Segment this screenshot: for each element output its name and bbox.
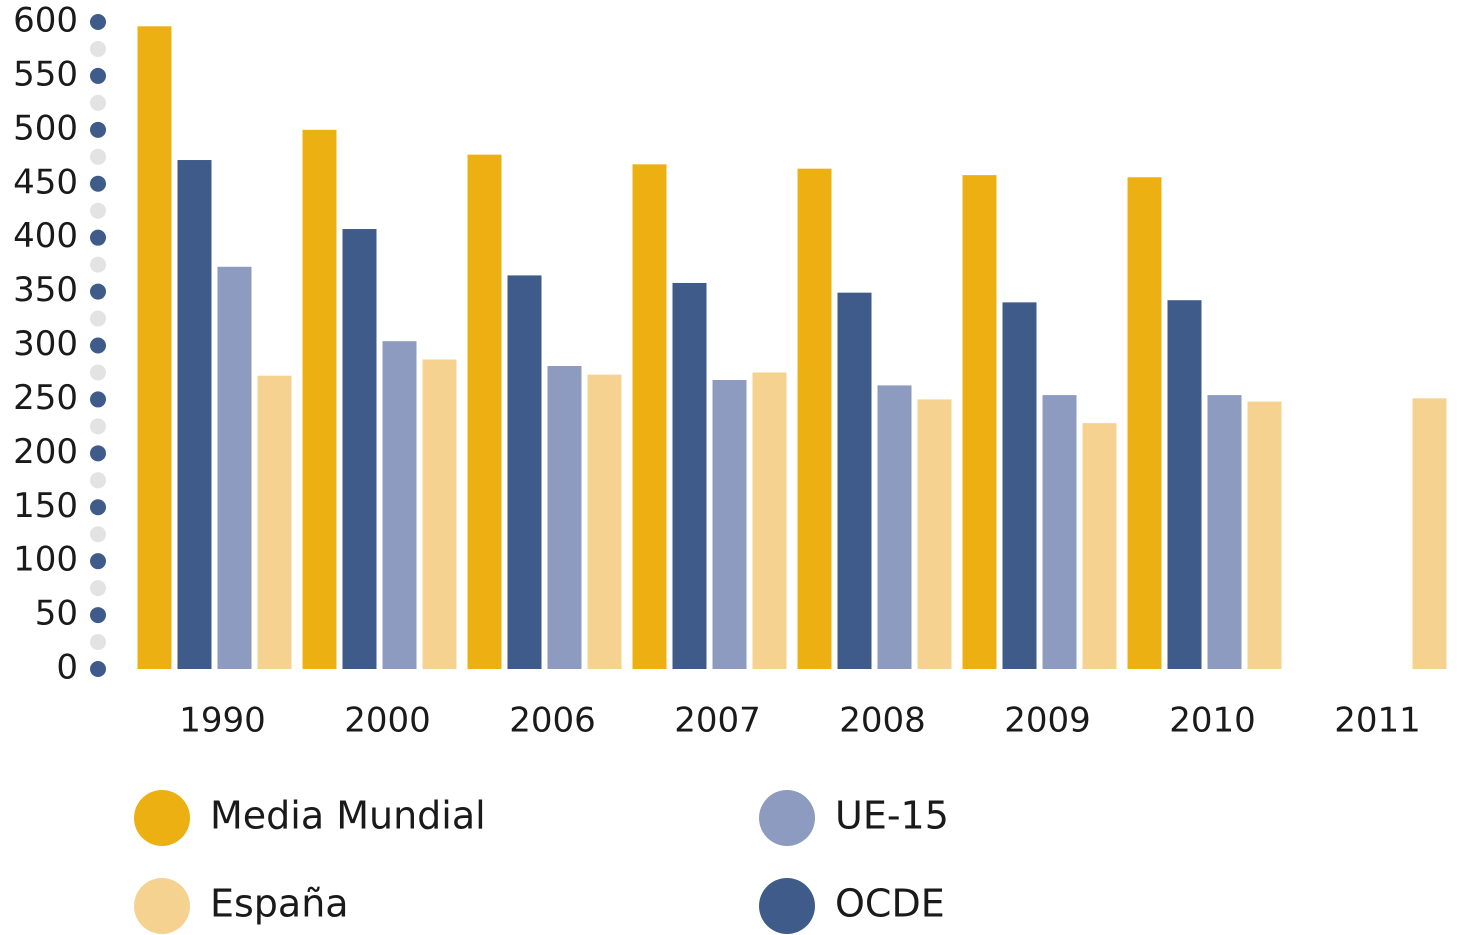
y-tick-label: 0 <box>56 648 78 688</box>
y-tick-label: 50 <box>35 594 78 634</box>
bar <box>1247 401 1282 669</box>
bar <box>672 282 707 669</box>
bar <box>547 365 582 669</box>
legend-swatch <box>134 878 190 934</box>
bar <box>877 385 912 669</box>
tick-dot <box>90 337 106 354</box>
y-tick-label: 200 <box>13 432 78 472</box>
legend-label: OCDE <box>835 882 945 926</box>
bar <box>632 164 667 669</box>
y-tick-label: 150 <box>13 486 78 526</box>
legend-swatch <box>134 790 190 846</box>
minor-dot <box>90 310 106 327</box>
tick-dot <box>90 391 106 408</box>
x-tick-label: 2009 <box>1004 701 1091 741</box>
tick-dot <box>90 553 106 570</box>
y-tick-label: 100 <box>13 540 78 580</box>
minor-dot <box>90 364 106 381</box>
tick-dot <box>90 445 106 462</box>
bar <box>1167 300 1202 669</box>
bar <box>422 359 457 669</box>
x-tick-label: 2006 <box>509 701 596 741</box>
bar <box>1412 398 1447 669</box>
y-tick-label: 600 <box>13 1 78 41</box>
minor-dot <box>90 418 106 435</box>
tick-dot <box>90 661 106 677</box>
minor-dot <box>90 40 106 57</box>
legend-label: UE-15 <box>835 794 949 838</box>
y-tick-label: 500 <box>13 108 78 148</box>
minor-dot <box>90 148 106 165</box>
bar <box>342 229 377 670</box>
minor-dot <box>90 472 106 489</box>
tick-dot <box>90 607 106 624</box>
minor-dot <box>90 94 106 111</box>
x-tick-label: 1990 <box>179 701 266 741</box>
legend-label: España <box>210 882 349 926</box>
y-tick-label: 250 <box>13 378 78 418</box>
x-tick-label: 2010 <box>1169 701 1256 741</box>
legend-label: Media Mundial <box>210 794 486 838</box>
x-tick-label: 2011 <box>1334 701 1421 741</box>
x-tick-label: 2000 <box>344 701 431 741</box>
bar <box>712 380 747 669</box>
y-tick-label: 450 <box>13 162 78 202</box>
bar <box>752 372 787 669</box>
tick-dot <box>90 499 106 516</box>
y-tick-label: 400 <box>13 216 78 256</box>
legend-swatch <box>759 790 815 846</box>
bar <box>837 292 872 669</box>
bar <box>917 399 952 669</box>
bar <box>177 160 212 669</box>
tick-dot <box>90 175 106 192</box>
tick-dot <box>90 283 106 300</box>
legend-swatch <box>759 878 815 934</box>
tick-dot <box>90 14 106 30</box>
bar <box>467 154 502 669</box>
tick-dot <box>90 229 106 246</box>
minor-dot <box>90 256 106 273</box>
bar <box>587 374 622 669</box>
tick-dot <box>90 67 106 84</box>
y-tick-label: 350 <box>13 270 78 310</box>
bar <box>507 275 542 669</box>
bar <box>1207 395 1242 669</box>
bar <box>382 341 417 669</box>
bar <box>1002 302 1037 669</box>
minor-dot <box>90 634 106 651</box>
tick-dot <box>90 121 106 138</box>
bar <box>217 266 252 669</box>
bar <box>1127 177 1162 669</box>
bar <box>797 168 832 670</box>
minor-dot <box>90 202 106 219</box>
bar <box>1042 395 1077 669</box>
x-tick-label: 2007 <box>674 701 761 741</box>
bar <box>137 26 172 669</box>
bar <box>1082 423 1117 669</box>
minor-dot <box>90 580 106 597</box>
y-tick-label: 550 <box>13 54 78 94</box>
bar <box>962 175 997 669</box>
minor-dot <box>90 526 106 543</box>
bar <box>257 375 292 669</box>
y-tick-label: 300 <box>13 324 78 364</box>
x-tick-label: 2008 <box>839 701 926 741</box>
bar <box>302 129 337 670</box>
